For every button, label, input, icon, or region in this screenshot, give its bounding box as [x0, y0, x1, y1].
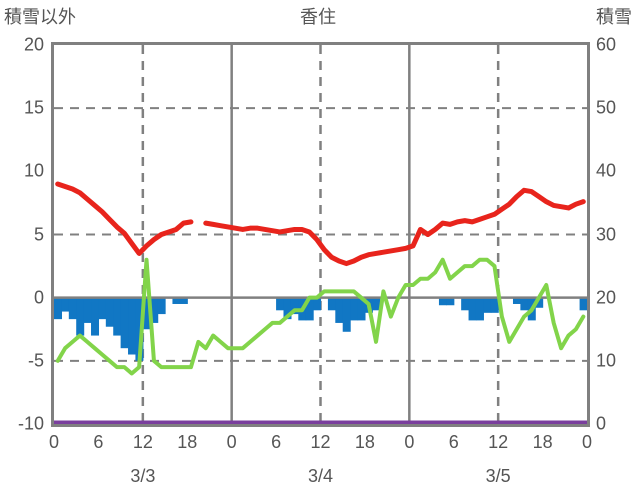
precip-bar	[438, 297, 447, 306]
x-axis-tick: 6	[93, 432, 104, 452]
right-axis-tick: 20	[596, 287, 617, 308]
plot-area	[51, 42, 590, 427]
precip-bar	[150, 297, 159, 323]
left-axis-tick: -10	[17, 413, 44, 434]
precip-bar	[98, 297, 107, 320]
precip-bar	[61, 297, 70, 312]
precip-bar	[305, 297, 314, 321]
precip-bar	[91, 297, 100, 336]
precip-bar	[461, 297, 470, 311]
precip-bar	[142, 297, 151, 330]
precip-bar	[350, 297, 359, 321]
right-axis-tick: 10	[596, 350, 617, 371]
precip-bar	[172, 297, 181, 304]
left-axis-tick: 10	[23, 160, 44, 181]
x-axis-tick: 0	[404, 432, 415, 452]
right-axis-tick: 50	[596, 97, 617, 118]
precip-bar	[290, 297, 299, 315]
precip-bar	[483, 297, 492, 313]
left-axis-tick: 20	[23, 34, 44, 55]
right-axis-tick: 0	[596, 413, 607, 434]
x-axis-tick: 12	[488, 432, 509, 452]
precip-bar	[357, 297, 366, 321]
precip-bar	[157, 297, 166, 315]
x-axis-day-label: 3/4	[307, 466, 334, 486]
right-axis-tick: 40	[596, 160, 617, 181]
precip-bar	[113, 297, 122, 336]
series-line-積雪深	[55, 257, 586, 376]
x-axis-tick: 18	[177, 432, 198, 452]
series-line-気温	[55, 181, 194, 256]
precip-bar	[120, 297, 129, 349]
left-axis-tick: 15	[23, 97, 44, 118]
precip-bar	[327, 297, 336, 311]
x-axis-tick: 6	[448, 432, 459, 452]
x-axis-tick: 18	[532, 432, 553, 452]
precip-bar	[520, 297, 529, 311]
precip-bar	[128, 297, 137, 355]
x-axis-tick: 0	[226, 432, 237, 452]
x-axis-tick: 0	[48, 432, 59, 452]
precip-bar	[468, 297, 477, 321]
left-axis-tick: 0	[33, 287, 44, 308]
chart-title: 香住	[300, 7, 336, 27]
x-axis-day-label: 3/3	[130, 466, 156, 486]
left-axis-tick: 5	[33, 224, 44, 244]
precip-bar	[342, 297, 351, 332]
precip-bar	[446, 297, 455, 306]
x-axis-tick: 12	[132, 432, 153, 452]
x-axis-tick: 6	[271, 432, 282, 452]
x-axis-tick: 18	[354, 432, 375, 452]
precip-bar	[475, 297, 484, 321]
precip-bar	[105, 297, 114, 327]
precip-bar	[276, 297, 285, 311]
precip-bar	[179, 297, 188, 304]
precip-bar	[512, 297, 521, 304]
series-line-気温	[203, 187, 586, 267]
precip-bar	[135, 297, 144, 361]
left-axis-tick: -5	[27, 350, 44, 371]
right-axis-tick: 30	[596, 224, 617, 244]
plot-inner	[54, 45, 587, 424]
precip-bar	[54, 297, 63, 320]
right-axis-title: 積雪	[596, 7, 632, 27]
precip-bar	[335, 297, 344, 323]
precip-bar	[68, 297, 77, 320]
x-axis-tick: 12	[310, 432, 331, 452]
precip-bar	[535, 297, 544, 308]
chart-svg	[54, 45, 587, 424]
precip-bar	[490, 297, 499, 313]
precip-bar	[313, 297, 322, 311]
x-axis-tick: 0	[581, 432, 592, 452]
precip-bar	[579, 297, 587, 311]
precip-bar	[372, 297, 381, 311]
precip-bar	[283, 297, 292, 320]
left-axis-title: 積雪以外	[4, 7, 76, 27]
precip-bar	[76, 297, 85, 336]
right-axis-tick: 60	[596, 34, 617, 55]
precip-bar	[83, 297, 92, 323]
x-axis-day-label: 3/5	[485, 466, 511, 486]
